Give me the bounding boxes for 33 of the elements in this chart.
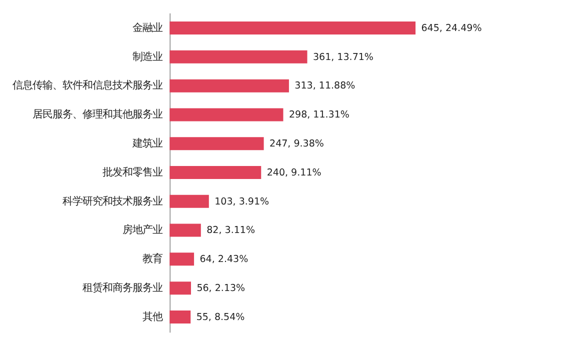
bar [170, 137, 264, 150]
bar [170, 194, 209, 208]
y-tick-label: 信息传输、软件和信息技术服务业 [12, 80, 162, 92]
y-tick-label: 教育 [142, 253, 162, 266]
y-tick-label: 金融业 [132, 22, 162, 34]
data-label: 82, 3.11% [206, 225, 256, 236]
bar [170, 310, 191, 324]
y-tick-label: 科学研究和技术服务业 [62, 195, 162, 208]
y-tick-label: 批发和零售业 [102, 166, 162, 178]
data-label: 55, 8.54% [196, 312, 245, 323]
y-tick-label: 租赁和商务服务业 [82, 282, 162, 294]
data-label: 240, 9.11% [266, 167, 322, 178]
data-label: 313, 11.88% [294, 80, 356, 92]
data-label: 298, 11.31% [288, 110, 350, 121]
data-label: 64, 2.43% [200, 254, 248, 266]
y-tick-label: 制造业 [132, 50, 162, 63]
bar [170, 50, 308, 64]
bar [170, 79, 289, 92]
data-label: 56, 2.13% [196, 282, 246, 294]
bar [170, 252, 194, 266]
data-label: 361, 13.71% [312, 52, 374, 63]
bar [170, 282, 191, 295]
y-tick-label: 建筑业 [131, 137, 162, 150]
bar [170, 108, 284, 122]
bar [170, 224, 201, 237]
data-label: 645, 24.49% [421, 22, 482, 34]
y-tick-label: 居民服务、修理和其他服务业 [32, 108, 162, 121]
data-label: 247, 9.38% [270, 138, 324, 150]
y-tick-label: 房地产业 [122, 224, 162, 236]
bar [170, 22, 416, 35]
data-label: 103, 3.91% [214, 196, 270, 208]
bar [170, 166, 262, 179]
y-tick-label: 其他 [142, 310, 162, 323]
